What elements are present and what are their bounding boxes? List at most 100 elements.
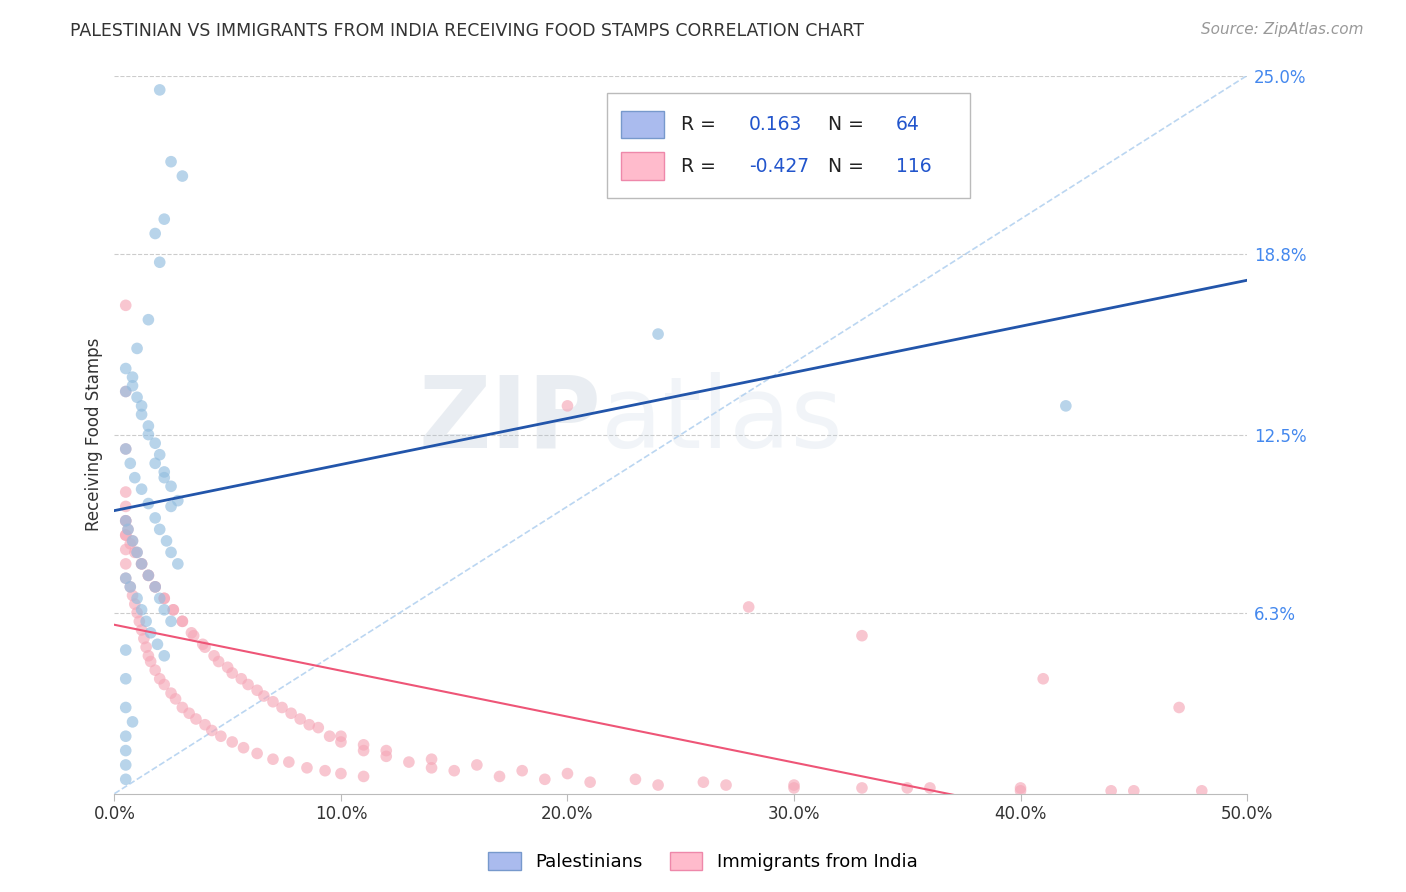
Point <box>172 700 194 714</box>
Point <box>179 706 201 721</box>
Point <box>280 706 302 721</box>
Point <box>153 591 176 606</box>
Point <box>579 775 602 789</box>
Point <box>138 568 160 582</box>
Point <box>375 743 398 757</box>
Point <box>153 648 176 663</box>
Point <box>207 655 229 669</box>
Point <box>143 227 166 241</box>
Point <box>143 580 166 594</box>
Text: N =: N = <box>828 115 863 134</box>
Point <box>647 778 669 792</box>
Text: Source: ZipAtlas.com: Source: ZipAtlas.com <box>1201 22 1364 37</box>
Point <box>232 740 254 755</box>
Point <box>851 629 873 643</box>
Point <box>194 717 217 731</box>
Point <box>624 772 647 787</box>
Point <box>353 738 375 752</box>
Point <box>138 497 160 511</box>
Text: R =: R = <box>681 156 716 176</box>
Point <box>262 695 284 709</box>
Point <box>246 683 269 698</box>
Point <box>172 169 194 183</box>
Text: 116: 116 <box>896 156 932 176</box>
Point <box>160 500 183 514</box>
Point <box>277 755 299 769</box>
Point <box>714 778 737 792</box>
Point <box>375 749 398 764</box>
Point <box>217 660 239 674</box>
Point <box>114 672 136 686</box>
Point <box>143 663 166 677</box>
Point <box>1010 784 1032 798</box>
Point <box>114 557 136 571</box>
Y-axis label: Receiving Food Stamps: Receiving Food Stamps <box>86 338 103 532</box>
Point <box>160 545 183 559</box>
Point <box>271 700 294 714</box>
Point <box>647 327 669 342</box>
Point <box>783 780 806 795</box>
Text: N =: N = <box>828 156 863 176</box>
Point <box>1054 399 1077 413</box>
Point <box>135 640 157 655</box>
Point <box>533 772 555 787</box>
Point <box>231 672 253 686</box>
Point <box>131 557 153 571</box>
Point <box>114 500 136 514</box>
Point <box>114 729 136 743</box>
Point <box>114 298 136 312</box>
Point <box>124 545 146 559</box>
Point <box>160 615 183 629</box>
Point <box>121 533 143 548</box>
Point <box>557 766 579 780</box>
Point <box>262 752 284 766</box>
Point <box>114 743 136 757</box>
Point <box>162 603 184 617</box>
Point <box>329 766 352 780</box>
Point <box>288 712 311 726</box>
Point <box>131 557 153 571</box>
Point <box>209 729 232 743</box>
Point <box>131 557 153 571</box>
Point <box>114 361 136 376</box>
Point <box>172 615 194 629</box>
Point <box>153 677 176 691</box>
Point <box>114 384 136 399</box>
Point <box>125 545 148 559</box>
Point <box>143 580 166 594</box>
Point <box>117 522 139 536</box>
Point <box>125 390 148 404</box>
Point <box>131 399 153 413</box>
Point <box>160 479 183 493</box>
Point <box>162 603 184 617</box>
Point <box>1010 780 1032 795</box>
Point <box>125 342 148 356</box>
Point <box>183 629 205 643</box>
Point <box>1122 784 1144 798</box>
Point <box>131 603 153 617</box>
Point <box>149 83 172 97</box>
Point <box>172 615 194 629</box>
Point <box>120 456 142 470</box>
Text: 0.163: 0.163 <box>749 115 801 134</box>
Point <box>135 615 157 629</box>
Point <box>202 648 225 663</box>
Point <box>114 514 136 528</box>
Point <box>253 689 276 703</box>
Point <box>114 384 136 399</box>
Point <box>114 700 136 714</box>
Point <box>121 378 143 392</box>
Point <box>114 528 136 542</box>
Point <box>420 752 443 766</box>
Point <box>153 471 176 485</box>
Text: 64: 64 <box>896 115 920 134</box>
Point <box>443 764 465 778</box>
Point <box>114 442 136 456</box>
Text: ZIP: ZIP <box>419 372 602 468</box>
Point <box>298 717 321 731</box>
Point <box>125 545 148 559</box>
Point <box>398 755 420 769</box>
Point <box>180 625 202 640</box>
Point <box>114 514 136 528</box>
Point <box>160 154 183 169</box>
